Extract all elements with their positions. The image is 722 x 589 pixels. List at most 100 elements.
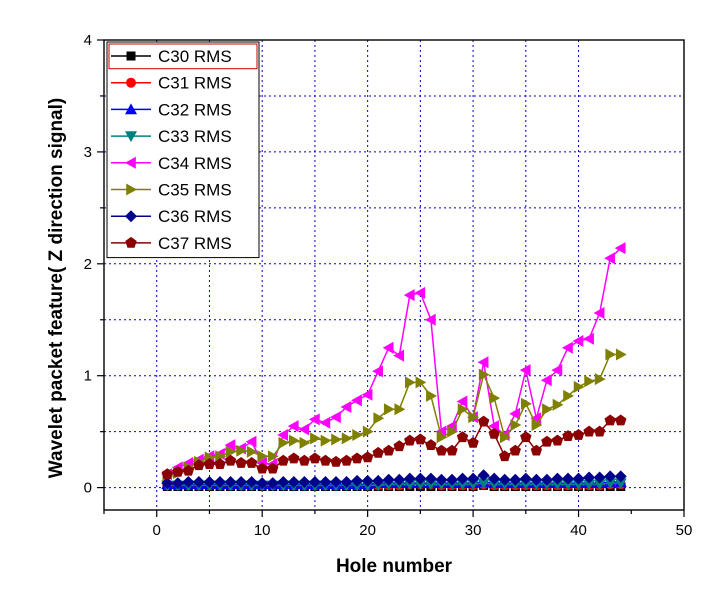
data-point-c35 xyxy=(289,434,300,447)
legend-entry-c31: C31 RMS xyxy=(111,74,232,93)
data-point-c35 xyxy=(299,436,311,449)
data-point-c34 xyxy=(456,395,468,408)
data-point-c34 xyxy=(519,364,531,377)
data-point-c37 xyxy=(456,431,469,443)
data-point-c37 xyxy=(361,451,374,463)
legend-marker xyxy=(126,51,136,61)
data-point-c36 xyxy=(319,476,332,489)
data-point-c34 xyxy=(604,252,615,265)
data-point-c37 xyxy=(446,444,458,456)
data-point-c33 xyxy=(403,479,416,491)
data-point-c37 xyxy=(351,452,363,464)
legend-label: C35 RMS xyxy=(158,181,232,200)
data-point-c35 xyxy=(563,389,574,402)
data-point-c33 xyxy=(614,478,627,490)
legend-label: C32 RMS xyxy=(158,100,232,119)
data-point-c35 xyxy=(584,375,596,388)
x-axis-title: Hole number xyxy=(336,556,453,577)
axes: 0 10 20 30 40 50 0 1 2 3 4 xyxy=(84,32,693,539)
data-point-c37 xyxy=(414,433,427,445)
data-point-c37 xyxy=(520,431,532,443)
data-point-c35 xyxy=(383,403,395,416)
data-point-c35 xyxy=(415,376,427,389)
data-point-c37 xyxy=(383,444,395,456)
data-point-c33 xyxy=(477,478,490,490)
data-point-c37 xyxy=(309,452,321,464)
legend-entry-c35: C35 RMS xyxy=(111,181,232,200)
data-point-c34 xyxy=(340,401,352,414)
data-point-c35 xyxy=(478,368,490,381)
y-tick-label: 3 xyxy=(84,144,92,161)
data-point-c36 xyxy=(203,476,216,489)
data-point-c37 xyxy=(193,459,205,471)
data-point-c34 xyxy=(435,425,447,438)
x-tick-label: 30 xyxy=(465,522,482,539)
data-point-c36 xyxy=(562,472,574,485)
data-point-c34 xyxy=(424,313,436,326)
data-point-c34 xyxy=(361,388,373,401)
legend: C30 RMS C31 RMS C32 RMS C33 RMS C34 RMS C35 R… xyxy=(106,41,260,259)
data-point-c36 xyxy=(519,472,532,485)
data-point-c34 xyxy=(572,335,584,348)
data-point-c35 xyxy=(573,380,585,393)
data-point-c37 xyxy=(562,430,574,441)
data-point-c36 xyxy=(583,471,596,484)
data-point-c33 xyxy=(572,479,585,491)
data-point-c36 xyxy=(446,473,458,486)
data-point-c35 xyxy=(499,431,511,444)
legend-marker xyxy=(125,156,136,169)
data-point-c35 xyxy=(489,392,501,405)
data-point-c36 xyxy=(593,471,606,484)
series-layer xyxy=(161,242,627,492)
data-point-c36 xyxy=(477,469,490,482)
data-point-c37 xyxy=(256,462,268,474)
legend-label: C31 RMS xyxy=(158,74,232,93)
data-point-c36 xyxy=(171,477,184,490)
data-point-c37 xyxy=(182,464,195,476)
data-point-c37 xyxy=(541,435,553,447)
x-tick-label: 40 xyxy=(570,522,587,539)
data-point-c35 xyxy=(278,436,290,449)
data-point-c36 xyxy=(277,476,290,489)
data-point-c36 xyxy=(308,476,321,489)
data-point-c35 xyxy=(542,403,553,416)
y-tick-label: 0 xyxy=(84,480,92,497)
data-point-c35 xyxy=(594,373,606,386)
legend-selection-outline xyxy=(108,43,258,70)
data-point-c34 xyxy=(593,307,605,320)
data-point-c37 xyxy=(372,446,384,458)
x-tick-label: 10 xyxy=(254,522,271,539)
data-point-c37 xyxy=(583,425,595,437)
data-point-c35 xyxy=(331,433,342,446)
data-point-c33 xyxy=(593,479,606,491)
data-point-c37 xyxy=(288,452,300,464)
data-point-c35 xyxy=(436,431,448,444)
data-point-c36 xyxy=(424,472,437,485)
data-point-c35 xyxy=(236,444,248,457)
data-point-c37 xyxy=(340,454,353,466)
data-point-c35 xyxy=(531,418,543,431)
data-point-c34 xyxy=(614,242,626,255)
data-point-c35 xyxy=(310,432,321,445)
data-point-c36 xyxy=(530,473,543,486)
data-point-c34 xyxy=(277,429,289,442)
data-point-c35 xyxy=(320,434,332,447)
data-point-c37 xyxy=(393,440,405,452)
data-point-c37 xyxy=(509,444,521,456)
plot-frame xyxy=(103,39,685,511)
legend-label: C37 RMS xyxy=(158,234,232,253)
legend-marker xyxy=(125,103,137,115)
data-point-c37 xyxy=(235,457,247,468)
data-point-c36 xyxy=(287,476,300,489)
data-point-c37 xyxy=(404,434,416,446)
data-point-c36 xyxy=(572,472,585,485)
data-point-c36 xyxy=(509,473,522,486)
data-point-c35 xyxy=(615,348,627,361)
data-point-c36 xyxy=(298,476,311,489)
legend-marker xyxy=(126,183,137,196)
data-point-c36 xyxy=(330,476,342,489)
legend-entry-c32: C32 RMS xyxy=(111,100,232,119)
data-point-c37 xyxy=(330,455,342,467)
data-point-c35 xyxy=(552,398,564,411)
